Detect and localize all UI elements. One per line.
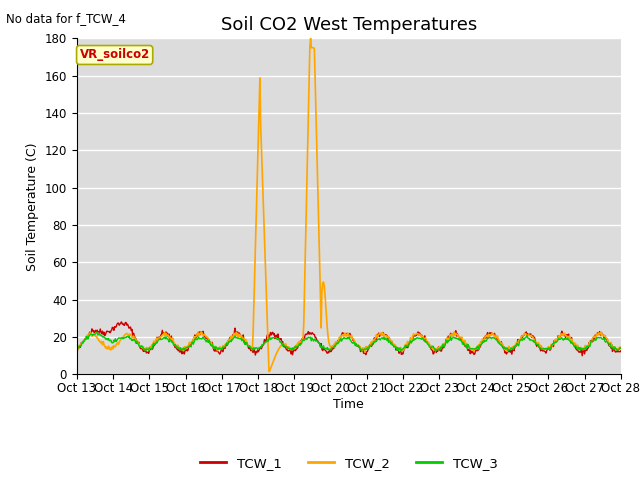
Text: VR_soilco2: VR_soilco2: [79, 48, 150, 61]
Legend: TCW_1, TCW_2, TCW_3: TCW_1, TCW_2, TCW_3: [195, 452, 503, 475]
X-axis label: Time: Time: [333, 398, 364, 411]
Title: Soil CO2 West Temperatures: Soil CO2 West Temperatures: [221, 16, 477, 34]
Y-axis label: Soil Temperature (C): Soil Temperature (C): [26, 142, 39, 271]
Text: No data for f_TCW_4: No data for f_TCW_4: [6, 12, 126, 25]
